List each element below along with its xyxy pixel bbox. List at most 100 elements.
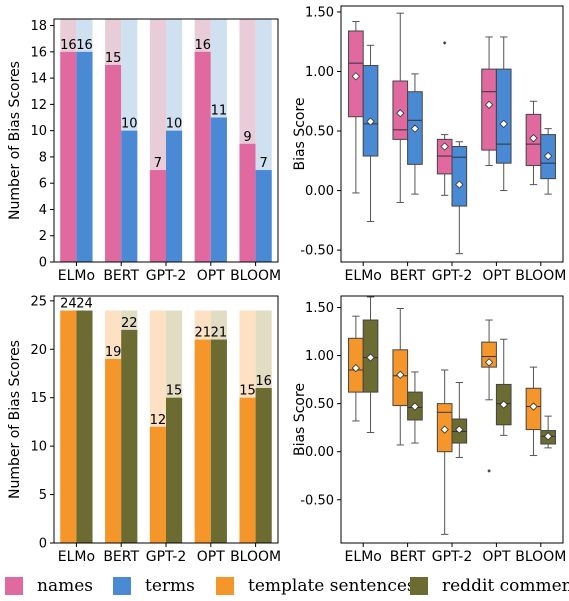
x-tick-label: OPT bbox=[482, 268, 510, 284]
y-tick-label: 14 bbox=[30, 72, 47, 87]
bar-value-label: 16 bbox=[76, 38, 93, 53]
y-axis-label: Number of Bias Scores bbox=[7, 340, 23, 499]
y-tick-label: -0.50 bbox=[300, 493, 334, 508]
mean-marker bbox=[396, 108, 405, 118]
mean-marker bbox=[410, 124, 420, 133]
y-tick-label: 18 bbox=[30, 19, 47, 34]
y-tick-label: 4 bbox=[39, 203, 47, 218]
bar bbox=[255, 388, 272, 543]
bar bbox=[76, 51, 93, 263]
outlier-marker bbox=[487, 469, 491, 473]
bar-value-label: 24 bbox=[60, 297, 77, 312]
legend-label-template-sentences: template sentences bbox=[248, 576, 416, 596]
x-tick-label: BLOOM bbox=[230, 549, 281, 565]
box bbox=[481, 68, 497, 151]
chart-panel-2: -0.50 0.00 0.50 1.00 1.50 ELMo BERT GPT-2 OPT BLO… bbox=[292, 5, 566, 284]
mean-marker bbox=[543, 151, 553, 161]
legend-swatch-template-sentences bbox=[216, 577, 234, 595]
x-tick-label: BERT bbox=[103, 268, 139, 284]
box bbox=[451, 146, 468, 207]
mean-marker bbox=[396, 370, 405, 379]
x-tick-label: GPT-2 bbox=[432, 268, 473, 284]
mean-marker bbox=[366, 117, 375, 126]
x-tick-label: ELMo bbox=[58, 549, 95, 565]
x-tick-label: BERT bbox=[390, 549, 426, 565]
y-tick-label: 20 bbox=[30, 343, 47, 358]
y-tick-label: 1.50 bbox=[305, 301, 334, 316]
x-tick-label: BLOOM bbox=[230, 268, 281, 284]
legend-item-names: names bbox=[5, 576, 93, 596]
x-tick-label: GPT-2 bbox=[432, 549, 473, 565]
bar bbox=[239, 397, 256, 543]
bar-value-label: 21 bbox=[211, 326, 228, 341]
legend-swatch-names bbox=[5, 577, 23, 595]
outlier-marker bbox=[442, 41, 447, 45]
bar bbox=[166, 130, 183, 262]
mean-marker bbox=[410, 402, 420, 411]
y-axis-label: Number of Bias Scores bbox=[7, 61, 23, 220]
bar bbox=[105, 358, 122, 543]
bar-value-label: 16 bbox=[60, 38, 77, 53]
mean-marker bbox=[484, 358, 494, 367]
bar bbox=[121, 130, 138, 262]
legend-label-terms: terms bbox=[145, 576, 195, 596]
bar-value-label: 12 bbox=[150, 413, 167, 428]
box bbox=[481, 341, 497, 368]
mean-marker bbox=[455, 180, 464, 189]
x-tick-label: BLOOM bbox=[515, 268, 566, 284]
y-tick-label: 25 bbox=[30, 294, 47, 309]
bar-value-label: 16 bbox=[194, 38, 211, 53]
mean-marker bbox=[440, 142, 449, 151]
bar-value-label: 7 bbox=[154, 156, 162, 171]
legend-label-reddit-comments: reddit comments bbox=[442, 576, 569, 596]
y-axis-label: Bias Score bbox=[292, 97, 308, 170]
legend-swatch-terms bbox=[113, 577, 131, 595]
legend-item-template-sentences: template sentences bbox=[216, 576, 416, 596]
y-tick-label: 0.00 bbox=[305, 184, 334, 199]
bar-value-label: 10 bbox=[166, 117, 183, 132]
mean-marker bbox=[351, 363, 361, 373]
x-tick-label: GPT-2 bbox=[146, 268, 187, 284]
bar-value-label: 10 bbox=[121, 117, 138, 132]
bar-value-label: 24 bbox=[76, 297, 93, 312]
x-tick-label: OPT bbox=[197, 549, 225, 565]
bar bbox=[255, 170, 272, 262]
y-tick-label: 0 bbox=[39, 537, 47, 552]
legend-item-terms: terms bbox=[113, 576, 195, 596]
bar bbox=[210, 117, 227, 262]
x-tick-label: OPT bbox=[197, 268, 225, 284]
bar bbox=[239, 143, 256, 262]
y-tick-label: 2 bbox=[39, 229, 47, 244]
bar bbox=[194, 51, 211, 263]
legend-label-names: names bbox=[37, 576, 93, 596]
bar bbox=[60, 310, 77, 543]
bar-value-label: 9 bbox=[243, 130, 251, 145]
mean-marker bbox=[455, 425, 464, 434]
mean-marker bbox=[499, 400, 508, 409]
bar bbox=[105, 64, 122, 262]
y-tick-label: 1.00 bbox=[305, 65, 334, 80]
mean-marker bbox=[351, 72, 361, 81]
legend-swatch-reddit-comments bbox=[410, 577, 428, 595]
bar-value-label: 19 bbox=[105, 345, 122, 360]
mean-marker bbox=[543, 432, 553, 441]
mean-marker bbox=[529, 402, 538, 411]
y-tick-label: 16 bbox=[30, 45, 47, 60]
y-tick-label: 1.50 bbox=[305, 5, 334, 20]
y-tick-label: 6 bbox=[39, 177, 47, 192]
bar-value-label: 16 bbox=[255, 374, 272, 389]
bar-value-label: 21 bbox=[194, 326, 211, 341]
y-tick-label: 0.50 bbox=[305, 397, 334, 412]
y-tick-label: 12 bbox=[30, 98, 47, 113]
bar-value-label: 15 bbox=[239, 384, 256, 399]
chart-panel-4: -0.50 0.00 0.50 1.00 1.50 ELMo BERT GPT-2 OPT BLO… bbox=[292, 295, 566, 565]
bar-value-label: 22 bbox=[121, 316, 138, 331]
bar-value-label: 11 bbox=[211, 104, 228, 119]
y-tick-label: 0 bbox=[39, 256, 47, 271]
bar-value-label: 15 bbox=[166, 384, 183, 399]
bar bbox=[121, 329, 138, 543]
y-tick-label: 8 bbox=[39, 150, 47, 165]
x-tick-label: BLOOM bbox=[515, 549, 566, 565]
